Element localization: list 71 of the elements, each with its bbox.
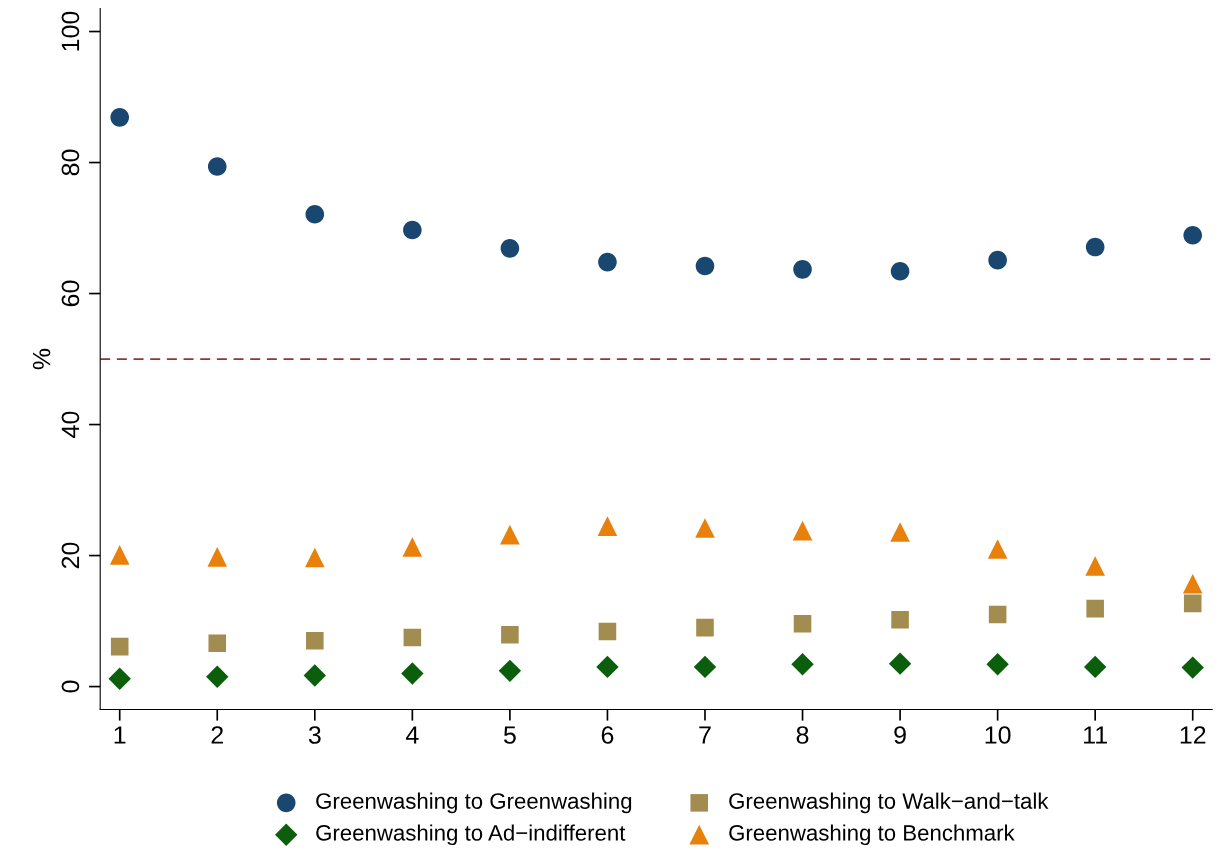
point	[498, 659, 522, 683]
x-tick-label: 7	[699, 726, 711, 744]
point	[596, 655, 619, 679]
point	[888, 652, 912, 675]
point	[890, 522, 910, 542]
point	[500, 524, 520, 545]
y-tick-label: 60	[61, 280, 80, 307]
point	[403, 628, 422, 647]
point	[305, 204, 325, 224]
point	[306, 631, 324, 650]
point	[987, 539, 1008, 559]
point	[890, 261, 910, 281]
point	[303, 664, 326, 687]
point	[598, 622, 617, 641]
x-tick-label: 9	[894, 726, 906, 744]
point	[891, 610, 909, 629]
point	[207, 547, 228, 567]
point	[793, 259, 812, 279]
point	[792, 520, 813, 541]
point	[108, 667, 131, 690]
x-tick-label: 11	[1084, 726, 1107, 744]
x-tick-label: 10	[985, 726, 1011, 744]
point	[109, 545, 130, 565]
point	[304, 547, 325, 568]
point	[206, 665, 229, 688]
point	[1181, 656, 1204, 679]
point	[1086, 599, 1104, 618]
legend-label: Greenwashing to Ad−indifferent	[316, 824, 626, 846]
point	[403, 220, 422, 240]
point	[207, 157, 227, 176]
point	[1083, 655, 1107, 679]
point	[988, 250, 1007, 270]
point	[110, 108, 130, 127]
point	[695, 256, 715, 276]
point	[501, 626, 519, 644]
point	[986, 653, 1009, 676]
y-tick-label: 0	[61, 680, 80, 693]
y-axis-title: %	[32, 348, 51, 370]
x-tick-label: 8	[796, 726, 809, 744]
y-tick-label: 100	[61, 11, 80, 51]
point	[793, 614, 812, 633]
point	[402, 537, 423, 557]
x-tick-label: 12	[1180, 726, 1206, 744]
point	[110, 637, 129, 656]
x-tick-label: 2	[211, 726, 223, 744]
point	[1183, 594, 1202, 613]
point	[1182, 573, 1203, 594]
x-tick-label: 5	[503, 726, 516, 744]
legend-label: Greenwashing to Benchmark	[729, 824, 1015, 846]
y-tick-label: 80	[61, 149, 80, 176]
y-tick-label: 40	[61, 411, 80, 438]
point	[696, 618, 714, 637]
point	[988, 605, 1007, 624]
point	[1085, 556, 1105, 576]
point	[500, 239, 520, 258]
point	[208, 634, 227, 653]
x-tick-label: 4	[405, 726, 419, 744]
legend-label: Greenwashing to Walk−and−talk	[729, 792, 1049, 814]
point	[1085, 237, 1105, 257]
point	[791, 653, 814, 676]
point	[693, 655, 717, 679]
x-tick-label: 6	[601, 726, 614, 744]
point	[598, 252, 617, 272]
point	[401, 662, 424, 685]
point	[597, 516, 618, 536]
x-tick-label: 1	[114, 726, 126, 744]
y-tick-label: 20	[61, 542, 80, 569]
point	[1183, 225, 1203, 245]
x-tick-label: 3	[308, 726, 321, 744]
point	[695, 518, 715, 538]
legend-label: Greenwashing to Greenwashing	[316, 792, 632, 814]
